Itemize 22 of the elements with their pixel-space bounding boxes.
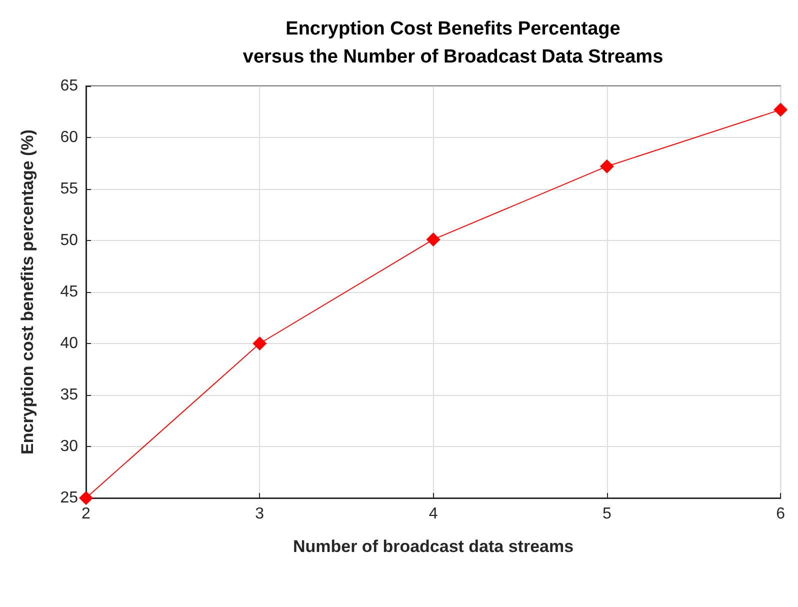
y-tick-label: 60 <box>60 129 78 146</box>
x-tick-label: 6 <box>776 506 786 522</box>
point <box>426 232 440 246</box>
y-tick-label: 50 <box>60 232 78 249</box>
x-tick-label: 4 <box>428 506 438 522</box>
point <box>79 491 93 505</box>
x-tick-label: 5 <box>602 506 612 522</box>
y-tick-label: 35 <box>60 386 78 404</box>
y-tick-label: 25 <box>60 490 78 506</box>
point <box>252 336 267 350</box>
point <box>600 159 614 174</box>
y-tick-label: 30 <box>60 438 78 455</box>
point <box>774 102 788 117</box>
y-axis-title: Encryption cost benefits percentage (%) <box>18 130 37 454</box>
x-tick-label: 3 <box>255 506 264 522</box>
chart-title: Encryption Cost Benefits Percentage versus the Number of Broadcast Data Streams <box>242 18 664 68</box>
y-tick-label: 40 <box>60 335 78 352</box>
y-tick-label: 65 <box>60 78 78 94</box>
y-tick-label: 55 <box>60 180 78 198</box>
x-axis-title: Number of broadcast data streams <box>292 537 574 556</box>
y-tick-label: 45 <box>60 284 78 300</box>
x-tick-label: 2 <box>82 506 91 522</box>
